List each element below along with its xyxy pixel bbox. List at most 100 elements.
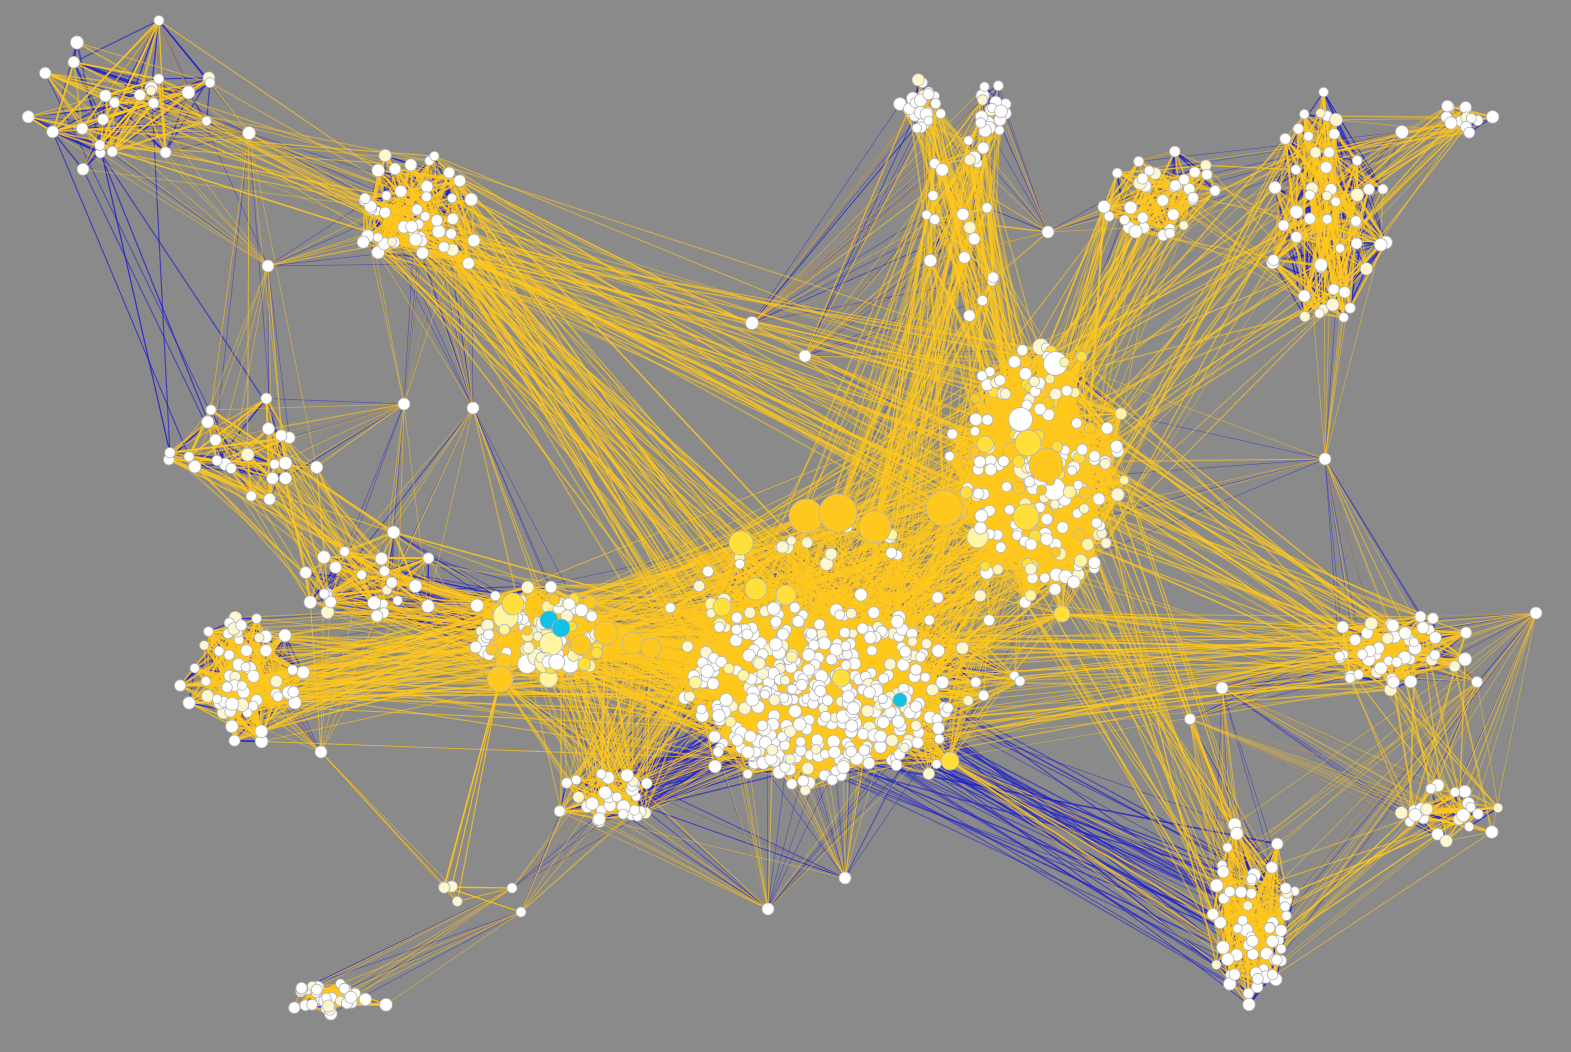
graph-node[interactable] [779,674,791,686]
graph-node[interactable] [385,576,398,589]
graph-node[interactable] [253,632,265,643]
graph-node[interactable] [741,745,755,759]
graph-node[interactable] [1206,908,1220,921]
graph-node[interactable] [1251,972,1264,985]
graph-node[interactable] [979,561,991,572]
graph-node[interactable] [1427,612,1439,625]
graph-node[interactable] [1335,243,1346,254]
graph-node[interactable] [706,677,720,690]
graph-node[interactable] [1327,283,1340,296]
graph-node[interactable] [251,613,262,624]
graph-node[interactable] [1274,924,1288,937]
graph-node[interactable] [836,760,851,774]
graph-node[interactable] [1334,650,1345,662]
graph-node[interactable] [640,777,653,790]
graph-node[interactable] [595,768,607,780]
graph-node[interactable] [577,657,592,671]
graph-node[interactable] [922,88,935,101]
graph-node[interactable] [1004,504,1015,516]
graph-node[interactable] [1420,802,1434,816]
graph-node[interactable] [737,669,750,682]
graph-node[interactable] [1084,422,1096,435]
graph-node[interactable] [629,804,641,816]
graph-node[interactable] [1408,808,1422,822]
graph-node[interactable] [1338,286,1351,299]
graph-node[interactable] [378,565,391,577]
graph-node[interactable] [1321,213,1333,225]
graph-node[interactable] [963,309,976,322]
graph-node[interactable] [664,602,676,614]
graph-node[interactable] [1228,968,1241,981]
graph-node[interactable] [318,588,330,600]
graph-node[interactable] [794,745,807,757]
graph-node[interactable] [553,805,566,817]
graph-node[interactable] [1381,632,1394,645]
graph-node[interactable] [1073,528,1086,541]
graph-node[interactable] [94,139,106,151]
graph-node[interactable] [738,701,752,715]
graph-node[interactable] [374,551,388,566]
graph-node[interactable] [275,429,288,442]
graph-node[interactable] [824,547,838,561]
graph-node[interactable] [931,643,946,658]
graph-node[interactable] [1463,126,1476,139]
hub-gold-4[interactable] [925,489,963,527]
graph-node[interactable] [935,163,949,177]
graph-node[interactable] [209,433,222,447]
graph-node[interactable] [367,595,382,610]
bridge-e-out[interactable] [1471,676,1483,688]
graph-node[interactable] [1303,212,1317,225]
graph-node[interactable] [909,663,923,676]
graph-node[interactable] [926,683,939,697]
hub-gold-19[interactable] [940,751,960,771]
graph-node[interactable] [742,768,753,780]
graph-node[interactable] [1033,402,1047,416]
graph-node[interactable] [572,790,585,804]
graph-node[interactable] [317,550,331,564]
graph-node[interactable] [877,693,888,705]
graph-node[interactable] [1024,538,1038,551]
graph-node[interactable] [769,615,782,628]
graph-node[interactable] [544,580,558,594]
graph-node[interactable] [1075,351,1088,363]
hub-gold-5[interactable] [1012,503,1040,531]
graph-node[interactable] [994,374,1006,387]
graph-node[interactable] [969,426,981,437]
graph-node[interactable] [1425,783,1437,795]
bridge-n-low[interactable] [1041,225,1055,239]
graph-node[interactable] [145,85,157,96]
graph-node[interactable] [1448,660,1461,673]
graph-node[interactable] [911,73,925,87]
graph-node[interactable] [784,753,796,765]
graph-node[interactable] [1349,633,1362,647]
graph-node[interactable] [422,552,435,565]
graph-node[interactable] [446,212,459,225]
graph-node[interactable] [1246,934,1259,948]
graph-node[interactable] [994,125,1005,136]
graph-node[interactable] [826,774,838,786]
graph-node[interactable] [1465,801,1476,813]
graph-node[interactable] [891,715,906,729]
graph-node[interactable] [856,622,869,635]
graph-node[interactable] [1230,826,1244,841]
graph-node[interactable] [259,644,273,657]
graph-node[interactable] [1485,110,1500,124]
graph-node[interactable] [942,702,954,714]
graph-node[interactable] [469,640,482,654]
graph-node[interactable] [909,700,923,713]
graph-node[interactable] [1329,112,1343,127]
graph-node[interactable] [731,734,744,747]
graph-node[interactable] [1431,827,1444,841]
graph-node[interactable] [1092,492,1106,506]
graph-node[interactable] [240,661,251,673]
graph-node[interactable] [1356,648,1368,660]
graph-node[interactable] [321,999,335,1013]
graph-node[interactable] [266,471,279,485]
graph-node[interactable] [1325,298,1340,312]
graph-node[interactable] [1386,619,1400,633]
graph-node[interactable] [1081,538,1095,552]
graph-node[interactable] [915,651,927,663]
graph-node[interactable] [866,645,878,657]
graph-node[interactable] [421,599,435,613]
graph-node[interactable] [96,113,109,126]
